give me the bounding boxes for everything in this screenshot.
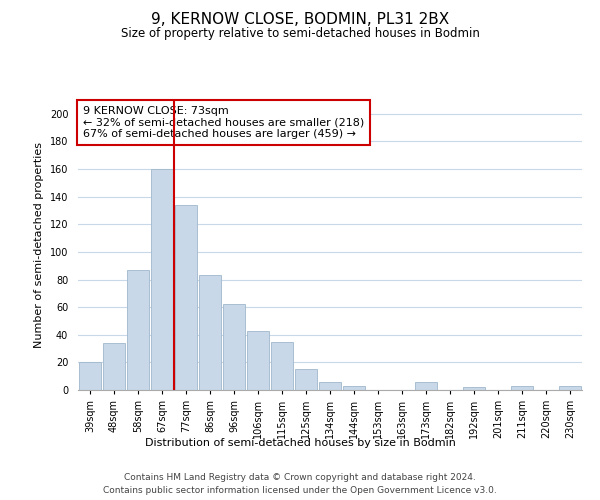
- Bar: [271, 342, 293, 390]
- Bar: [151, 169, 173, 390]
- Bar: [559, 386, 581, 390]
- Bar: [223, 304, 245, 390]
- Bar: [127, 270, 149, 390]
- Text: Contains public sector information licensed under the Open Government Licence v3: Contains public sector information licen…: [103, 486, 497, 495]
- Bar: [463, 387, 485, 390]
- Text: Size of property relative to semi-detached houses in Bodmin: Size of property relative to semi-detach…: [121, 28, 479, 40]
- Text: Contains HM Land Registry data © Crown copyright and database right 2024.: Contains HM Land Registry data © Crown c…: [124, 472, 476, 482]
- Y-axis label: Number of semi-detached properties: Number of semi-detached properties: [34, 142, 44, 348]
- Bar: [343, 386, 365, 390]
- Bar: [79, 362, 101, 390]
- Bar: [415, 382, 437, 390]
- Bar: [103, 343, 125, 390]
- Bar: [199, 276, 221, 390]
- Text: 9, KERNOW CLOSE, BODMIN, PL31 2BX: 9, KERNOW CLOSE, BODMIN, PL31 2BX: [151, 12, 449, 28]
- Bar: [247, 330, 269, 390]
- Bar: [511, 386, 533, 390]
- Bar: [175, 205, 197, 390]
- Text: Distribution of semi-detached houses by size in Bodmin: Distribution of semi-detached houses by …: [145, 438, 455, 448]
- Text: 9 KERNOW CLOSE: 73sqm
← 32% of semi-detached houses are smaller (218)
67% of sem: 9 KERNOW CLOSE: 73sqm ← 32% of semi-deta…: [83, 106, 364, 139]
- Bar: [319, 382, 341, 390]
- Bar: [295, 370, 317, 390]
